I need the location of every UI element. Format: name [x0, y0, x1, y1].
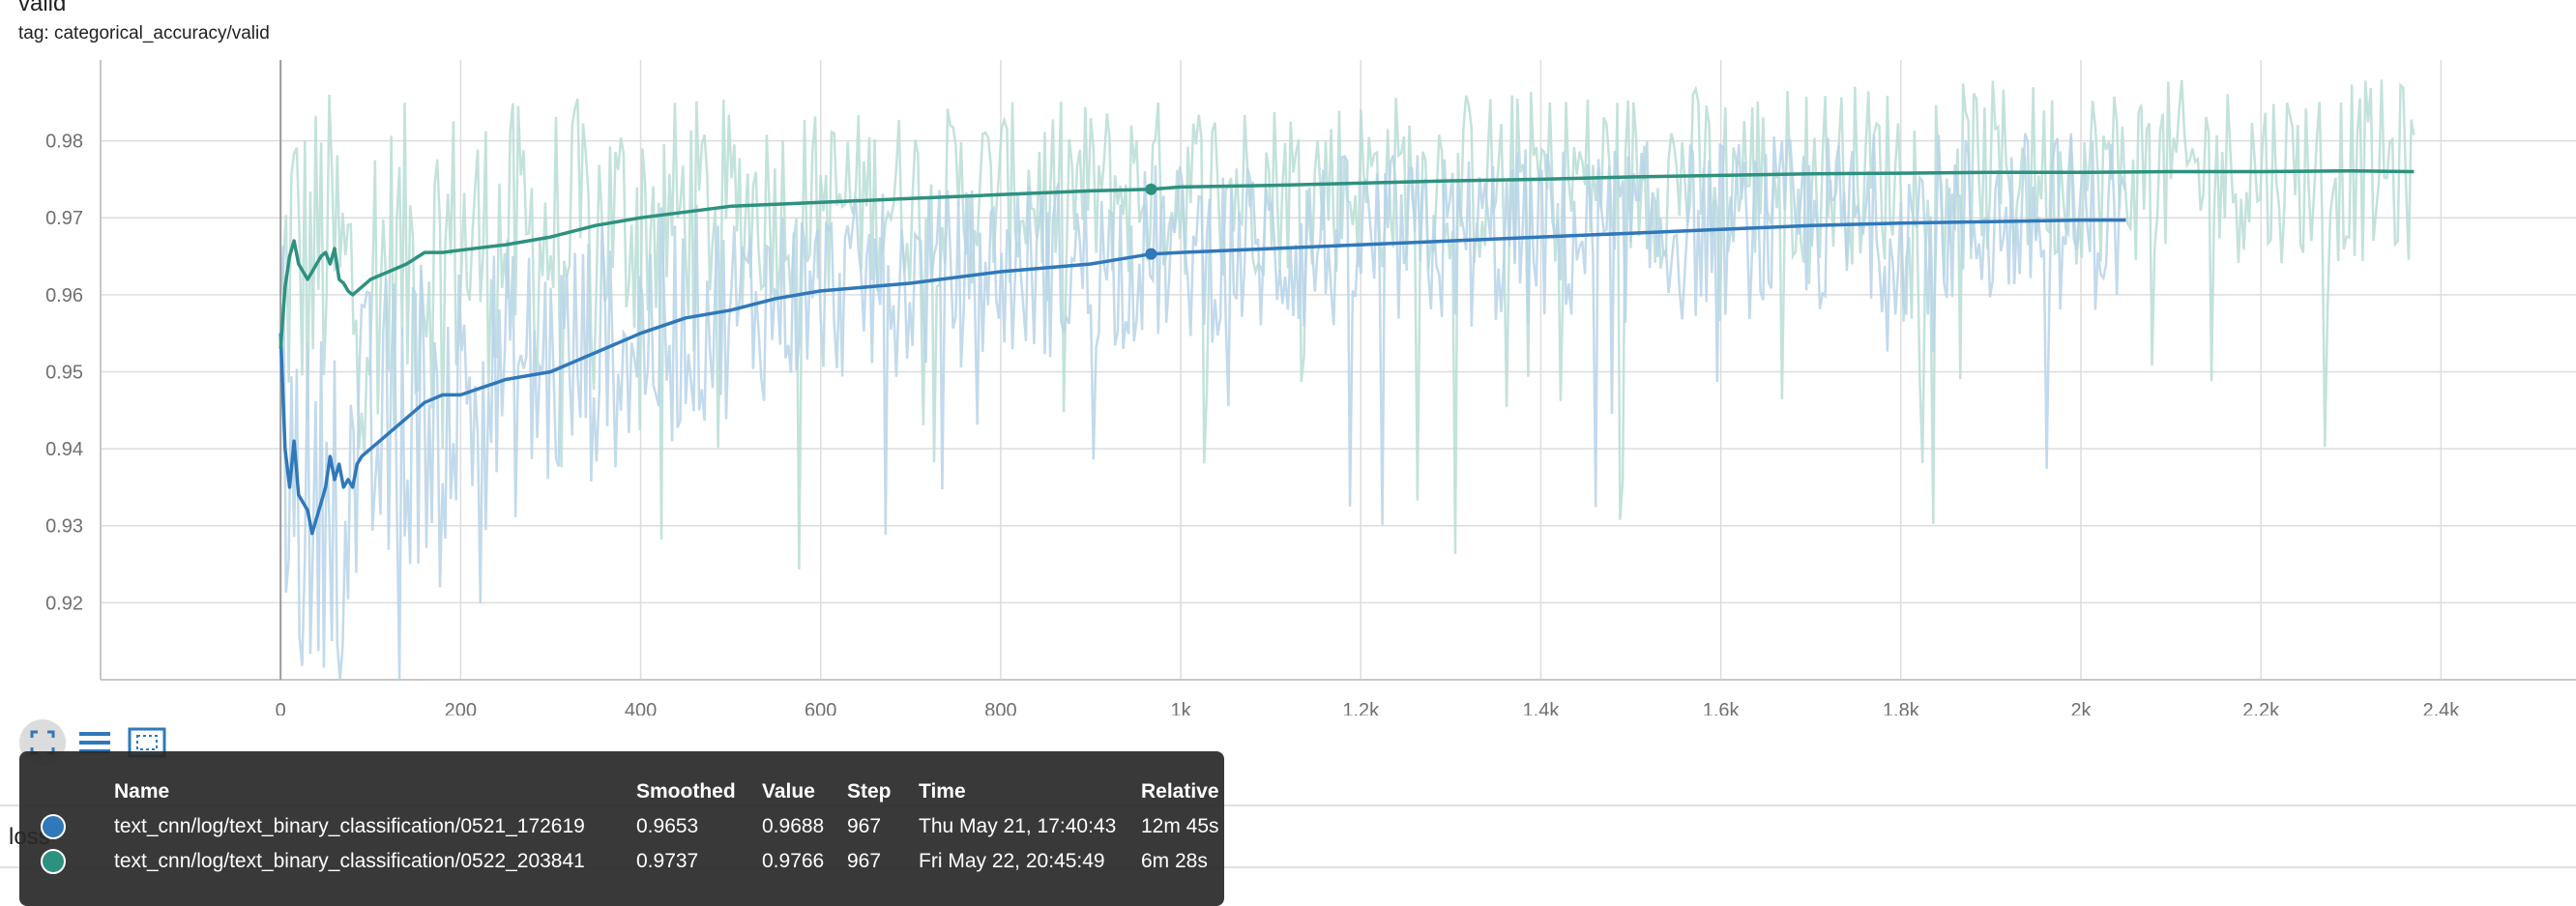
hover-tooltip: Name Smoothed Value Step Time Relative t…: [19, 751, 1224, 906]
run-value: 0.9688: [762, 815, 825, 837]
x-tick-label: 0: [276, 700, 286, 716]
y-tick-label: 0.94: [45, 439, 83, 460]
run-color-swatch: [41, 814, 66, 839]
card-divider-lower: [0, 866, 2576, 868]
y-tick-label: 0.96: [45, 285, 83, 307]
accuracy-line-chart[interactable]: 0.92 0.93 0.94 0.95 0.96 0.97 0.98 0 200 400 600 8…: [0, 0, 2576, 716]
tooltip-header-value: Value: [762, 780, 815, 803]
run-relative: 6m 28s: [1141, 850, 1208, 872]
raw-series-line: [278, 132, 2126, 681]
x-tick-label: 400: [625, 700, 657, 716]
run-time: Thu May 21, 17:40:43: [919, 815, 1117, 837]
hover-point: [1145, 248, 1157, 260]
smoothed-series-line[interactable]: [278, 218, 2126, 536]
run-smoothed: 0.9737: [636, 850, 699, 872]
smoothed-series-layer: [278, 168, 2415, 536]
smoothed-series-line[interactable]: [278, 168, 2415, 349]
run-step: 967: [847, 850, 882, 872]
run-step: 967: [847, 815, 882, 837]
card-tag: tag: categorical_accuracy/valid: [18, 23, 270, 44]
tooltip-header-color: [19, 774, 114, 809]
run-name: text_cnn/log/text_binary_classification/…: [114, 850, 585, 872]
run-relative: 12m 45s: [1141, 815, 1219, 837]
x-tick-label: 2k: [2070, 700, 2092, 716]
tooltip-header-relative: Relative: [1141, 780, 1219, 803]
x-tick-label: 1.2k: [1342, 700, 1380, 716]
run-value: 0.9766: [762, 850, 825, 872]
tooltip-row: text_cnn/log/text_binary_classification/…: [19, 809, 1219, 844]
x-tick-label: 1k: [1171, 700, 1192, 716]
x-tick-label: 600: [805, 700, 836, 716]
x-tick-label: 2.4k: [2422, 700, 2460, 716]
run-time: Fri May 22, 20:45:49: [919, 850, 1105, 872]
y-tick-label: 0.95: [45, 362, 83, 383]
y-tick-label: 0.98: [45, 132, 83, 153]
y-tick-label: 0.92: [45, 593, 83, 614]
tooltip-header-time: Time: [919, 780, 966, 803]
fullscreen-icon: [30, 730, 55, 755]
card-title: valid: [18, 0, 67, 16]
x-tick-label: 1.6k: [1703, 700, 1741, 716]
x-tick-labels: 0 200 400 600 800 1k 1.2k 1.4k 1.6k 1.8k 2k 2.2k 2.4…: [276, 700, 2461, 716]
tooltip-header-step: Step: [847, 780, 892, 803]
y-tick-label: 0.97: [45, 208, 83, 229]
run-smoothed: 0.9653: [636, 815, 699, 837]
run-name: text_cnn/log/text_binary_classification/…: [114, 815, 585, 837]
run-color-swatch: [41, 849, 66, 874]
x-tick-label: 1.8k: [1883, 700, 1920, 716]
raw-series-layer: [278, 79, 2415, 681]
y-tick-labels: 0.92 0.93 0.94 0.95 0.96 0.97 0.98: [45, 132, 83, 615]
tooltip-table: Name Smoothed Value Step Time Relative t…: [19, 774, 1219, 879]
tooltip-header-name: Name: [114, 780, 170, 803]
tooltip-row: text_cnn/log/text_binary_classification/…: [19, 844, 1219, 879]
hover-point: [1145, 183, 1157, 195]
tooltip-header-smoothed: Smoothed: [636, 780, 736, 803]
tooltip-header-row: Name Smoothed Value Step Time Relative: [19, 774, 1219, 809]
x-tick-label: 200: [445, 700, 477, 716]
x-tick-label: 2.2k: [2242, 700, 2280, 716]
y-tick-label: 0.93: [45, 516, 83, 538]
x-tick-label: 800: [984, 700, 1016, 716]
x-tick-label: 1.4k: [1523, 700, 1561, 716]
card-divider: [0, 804, 2576, 806]
hover-markers: [1145, 183, 1157, 260]
